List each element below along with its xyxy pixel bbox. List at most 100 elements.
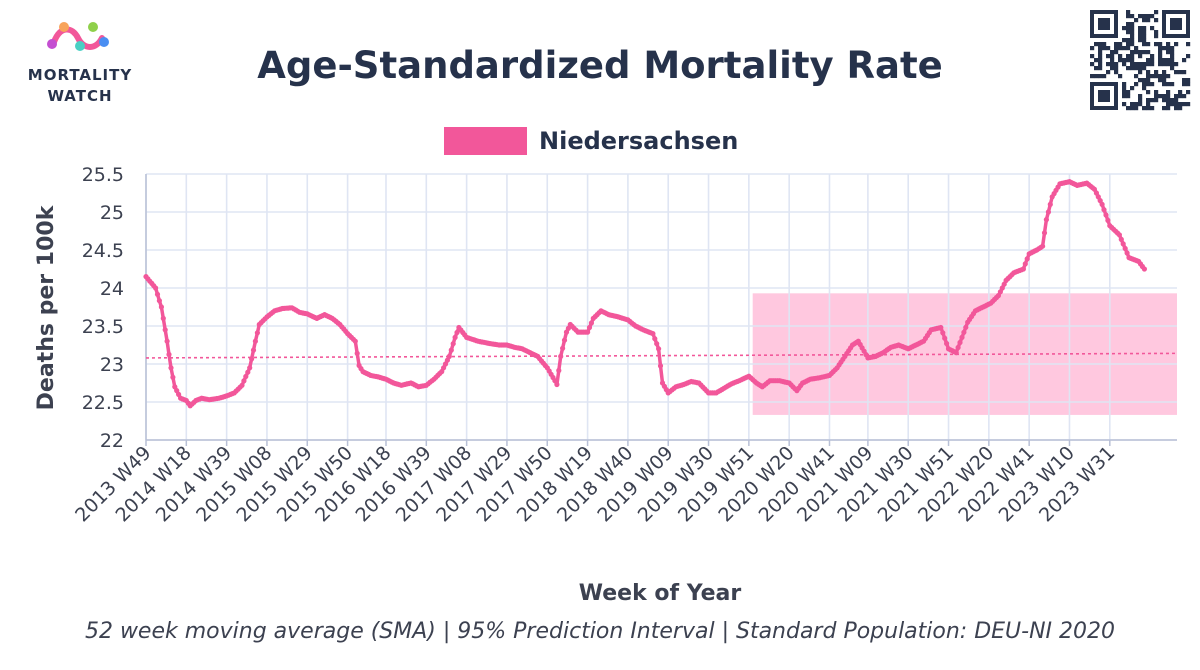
data-point[interactable] <box>243 373 249 380</box>
qr-module <box>1130 66 1135 71</box>
qr-module <box>1138 102 1143 107</box>
data-point[interactable] <box>156 298 162 304</box>
qr-module <box>1142 26 1147 31</box>
data-point[interactable] <box>168 365 174 371</box>
data-point[interactable] <box>963 324 969 330</box>
qr-module <box>1162 78 1167 83</box>
data-point[interactable] <box>1103 212 1109 218</box>
data-point[interactable] <box>166 351 172 358</box>
data-point[interactable] <box>239 382 245 388</box>
qr-code-icon[interactable] <box>1090 10 1191 111</box>
data-point[interactable] <box>254 330 260 336</box>
data-point[interactable] <box>1022 261 1028 267</box>
data-point[interactable] <box>450 341 456 347</box>
data-point[interactable] <box>1045 209 1051 215</box>
data-point[interactable] <box>656 346 662 352</box>
data-point[interactable] <box>446 353 452 359</box>
qr-module <box>1138 98 1143 103</box>
data-point[interactable] <box>560 345 566 351</box>
data-point[interactable] <box>961 329 967 335</box>
qr-module <box>1182 102 1187 107</box>
data-point[interactable] <box>1116 232 1122 238</box>
data-point[interactable] <box>955 344 961 351</box>
data-point[interactable] <box>1020 266 1026 272</box>
data-point[interactable] <box>247 365 253 371</box>
qr-module <box>1138 30 1143 35</box>
data-point[interactable] <box>1124 250 1130 256</box>
qr-module <box>1130 58 1135 63</box>
data-point[interactable] <box>162 327 168 333</box>
data-point[interactable] <box>354 350 360 356</box>
data-point[interactable] <box>164 338 170 344</box>
data-point[interactable] <box>352 338 358 344</box>
qr-module <box>1162 74 1167 79</box>
data-point[interactable] <box>1101 207 1107 213</box>
data-point[interactable] <box>1099 201 1105 207</box>
data-point[interactable] <box>1105 217 1111 223</box>
data-point[interactable] <box>558 353 564 359</box>
qr-module <box>1170 58 1175 63</box>
qr-module <box>1122 86 1127 91</box>
data-point[interactable] <box>657 363 664 369</box>
qr-module <box>1178 106 1183 111</box>
data-point[interactable] <box>561 337 568 343</box>
qr-module <box>1126 58 1131 63</box>
data-point[interactable] <box>1043 217 1049 223</box>
qr-module <box>1150 54 1155 59</box>
data-point[interactable] <box>586 324 593 331</box>
data-point[interactable] <box>650 331 656 337</box>
data-point[interactable] <box>957 339 963 346</box>
data-point[interactable] <box>241 378 247 384</box>
data-point[interactable] <box>252 338 258 344</box>
mortality-watch-logo[interactable]: MORTALITY WATCH <box>28 22 133 105</box>
data-point[interactable] <box>944 340 950 347</box>
data-point[interactable] <box>556 367 562 374</box>
data-point[interactable] <box>154 291 161 297</box>
data-point[interactable] <box>953 350 959 356</box>
qr-module <box>1158 46 1163 51</box>
data-point[interactable] <box>160 315 166 321</box>
data-point[interactable] <box>1047 201 1053 207</box>
qr-module <box>1138 14 1143 19</box>
data-point[interactable] <box>1141 266 1147 272</box>
qr-module <box>1118 54 1123 59</box>
qr-module <box>1134 18 1139 23</box>
qr-module <box>1138 70 1143 75</box>
qr-module <box>1110 50 1115 55</box>
data-point[interactable] <box>942 335 948 341</box>
data-point[interactable] <box>249 356 255 362</box>
data-point[interactable] <box>959 334 965 340</box>
data-point[interactable] <box>1118 236 1124 242</box>
data-point[interactable] <box>654 341 660 347</box>
data-point[interactable] <box>652 336 658 342</box>
data-point[interactable] <box>1122 245 1128 252</box>
qr-module <box>1102 46 1107 51</box>
qr-module <box>1154 18 1159 23</box>
data-point[interactable] <box>158 304 164 310</box>
chart-title: Age-Standardized Mortality Rate <box>257 44 943 87</box>
qr-module <box>1166 90 1171 95</box>
data-point[interactable] <box>448 347 454 353</box>
data-point[interactable] <box>938 324 944 331</box>
data-point[interactable] <box>585 329 591 335</box>
qr-module <box>1110 58 1115 63</box>
qr-module <box>1114 46 1119 51</box>
qr-module <box>1098 74 1103 79</box>
data-point[interactable] <box>170 374 176 380</box>
data-point[interactable] <box>250 347 257 353</box>
legend[interactable]: Niedersachsen <box>444 127 738 155</box>
data-point[interactable] <box>1041 230 1048 236</box>
data-point[interactable] <box>1024 256 1030 262</box>
data-point[interactable] <box>940 330 946 336</box>
data-point[interactable] <box>1120 241 1126 247</box>
data-point[interactable] <box>153 285 159 291</box>
data-point[interactable] <box>1040 243 1046 249</box>
data-point[interactable] <box>452 334 458 340</box>
data-point[interactable] <box>454 329 460 336</box>
qr-module <box>1166 50 1171 55</box>
qr-module <box>1146 106 1151 111</box>
data-point[interactable] <box>245 369 251 375</box>
data-point[interactable] <box>554 381 560 388</box>
data-point[interactable] <box>588 320 595 326</box>
